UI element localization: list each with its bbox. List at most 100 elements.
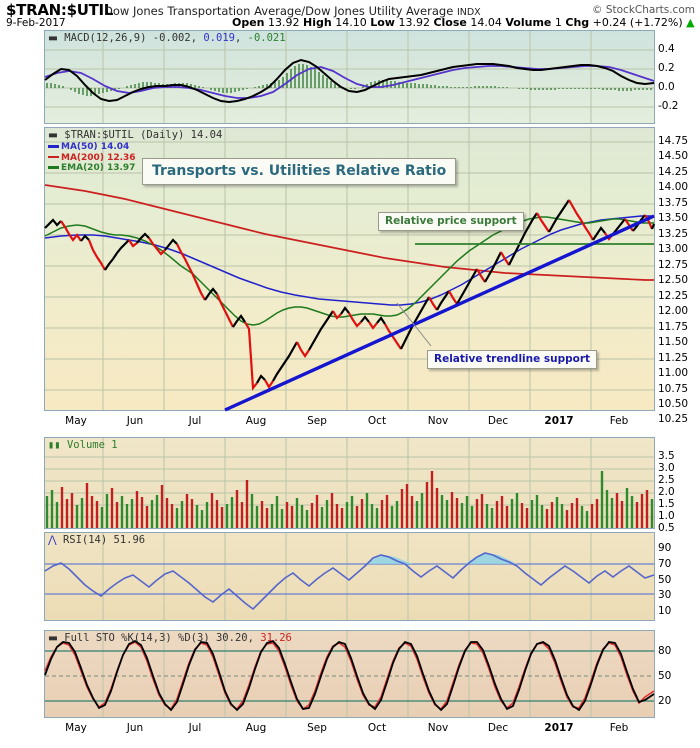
price-gridlines [45,128,654,410]
ma50-line [44,215,654,306]
relative-price-support-callout: Relative price support [378,212,524,231]
price-xtick: Oct [367,415,387,427]
price-ytick: 14.00 [658,181,689,193]
ma200-legend-label: MA(200) 12.36 [61,152,136,163]
bottom-xtick: Dec [487,722,509,734]
price-xtick: Dec [487,415,509,427]
close-value: 14.04 [470,16,502,29]
price-xtick: Jun [126,415,144,427]
symbol-ticker: $TRAN:$UTIL [6,1,114,19]
rsi-ytick: 30 [658,589,672,601]
price-ytick: 12.75 [658,259,689,271]
ma50-legend-label: MA(50) 14.04 [61,142,130,152]
price-xtick: Feb [609,415,629,427]
volume-plot [45,438,654,528]
symbol-description: Dow Jones Transportation Average/Dow Jon… [104,4,481,18]
rsi-legend-label: RSI(14) 51.96 [62,534,146,546]
macd-legend-label: MACD(12,26,9) [64,32,147,44]
stockcharts-watermark: © StockCharts.com [592,4,695,16]
chg-arrow-icon: ▲ [686,16,695,29]
stochastic-ytick: 80 [658,645,672,657]
stochastic-legend: ▬ Full STO %K(14,3) %D(3) 30.20, 31.26 [48,632,292,644]
bottom-xtick-year: 2017 [544,722,574,734]
open-label: Open [232,16,265,29]
chart-title-callout: Transports vs. Utilities Relative Ratio [142,158,457,185]
price-xtick: May [65,415,87,427]
bottom-xtick: Jul [188,722,202,734]
bottom-xtick: Nov [427,722,449,734]
price-xtick: Aug [245,415,267,427]
macd-value: -0.002 [152,32,191,44]
ema20-legend-label: EMA(20) 13.97 [61,163,136,173]
macd-legend: ▬ MACD(12,26,9) -0.002, 0.019, -0.021 [48,32,286,44]
volume-bars [45,471,654,528]
price-xtick: Sep [307,415,327,427]
rsi-line-icon: ⋀ [48,534,57,546]
price-legend-label: $TRAN:$UTIL (Daily) 14.04 [64,129,223,141]
rsi-plot [44,533,655,620]
volume-ytick: 2.5 [658,474,675,486]
macd-ytick: 0.0 [658,81,675,93]
price-ytick: 11.25 [658,352,689,364]
ema20-swatch-icon [48,166,59,169]
volume-ytick: 3.0 [658,462,675,474]
price-ytick: 12.25 [658,290,689,302]
price-xtick: Jul [188,415,202,427]
bottom-xtick: Jun [126,722,144,734]
volume-legend-label: Volume 1 [66,439,118,451]
stochastic-d-line [44,641,655,711]
volume-ytick: 0.5 [658,522,675,534]
high-value: 14.10 [335,16,367,29]
price-ytick: 11.50 [658,336,689,348]
chart-header: $TRAN:$UTIL Dow Jones Transportation Ave… [0,0,700,29]
macd-line [44,58,655,104]
chg-value: +0.24 (+1.72%) [592,16,683,29]
bottom-xtick: Aug [245,722,267,734]
price-ytick: 12.50 [658,274,689,286]
moving-average-legend: MA(50) 14.04 MA(200) 12.36 EMA(20) 13.97 [48,142,136,174]
quote-bar: Open 13.92 High 14.10 Low 13.92 Close 14… [232,16,695,29]
rsi-line [44,552,655,611]
price-ytick: 14.25 [658,166,689,178]
ma200-line [44,184,654,281]
volume-panel: ▮▮ Volume 1 [44,437,655,529]
low-label: Low [370,16,395,29]
price-ytick: 12.00 [658,305,689,317]
ema20-legend-row: EMA(20) 13.97 [48,163,136,174]
price-line-swatch-icon: ▬ [48,129,58,141]
stochastic-k-value: 30.20 [215,632,248,644]
rsi-panel: ⋀ RSI(14) 51.96 [44,532,655,621]
rsi-overbought-fill [367,553,517,564]
price-ytick: 10.50 [658,398,689,410]
macd-ytick: 0.2 [658,62,675,74]
stochastic-line-swatch-icon: ▬ [48,632,58,644]
low-value: 13.92 [398,16,430,29]
stochastic-panel: ▬ Full STO %K(14,3) %D(3) 30.20, 31.26 [44,630,655,718]
price-plot [44,128,656,412]
stochastic-legend-label: Full STO %K(14,3) %D(3) [64,632,210,644]
relative-trendline-support-callout: Relative trendline support [427,350,598,369]
ema20-line [44,216,654,326]
quote-date: 9-Feb-2017 [6,17,66,29]
volume-ytick: 1.5 [658,498,675,510]
volume-bars-icon: ▮▮ [48,439,61,451]
price-ytick: 10.25 [658,413,689,425]
stochastic-d-value: 31.26 [260,632,292,644]
price-ytick: 14.75 [658,135,689,147]
stochastic-k-line [44,639,655,712]
rsi-legend: ⋀ RSI(14) 51.96 [48,534,145,546]
price-ytick: 11.00 [658,367,689,379]
ma50-swatch-icon [48,145,59,148]
trendline-support-leader [396,302,432,347]
macd-gridlines [45,31,654,123]
price-ytick: 13.00 [658,243,689,255]
bottom-xtick: Feb [609,722,629,734]
price-xtick: Nov [427,415,449,427]
price-xtick-year: 2017 [544,415,574,427]
macd-signal-value: 0.019 [203,32,235,44]
price-ytick: 13.50 [658,212,689,224]
macd-histogram-value: -0.021 [247,32,286,44]
stochastic-ytick: 20 [658,695,672,707]
close-label: Close [433,16,467,29]
ma50-legend-row: MA(50) 14.04 [48,142,136,153]
